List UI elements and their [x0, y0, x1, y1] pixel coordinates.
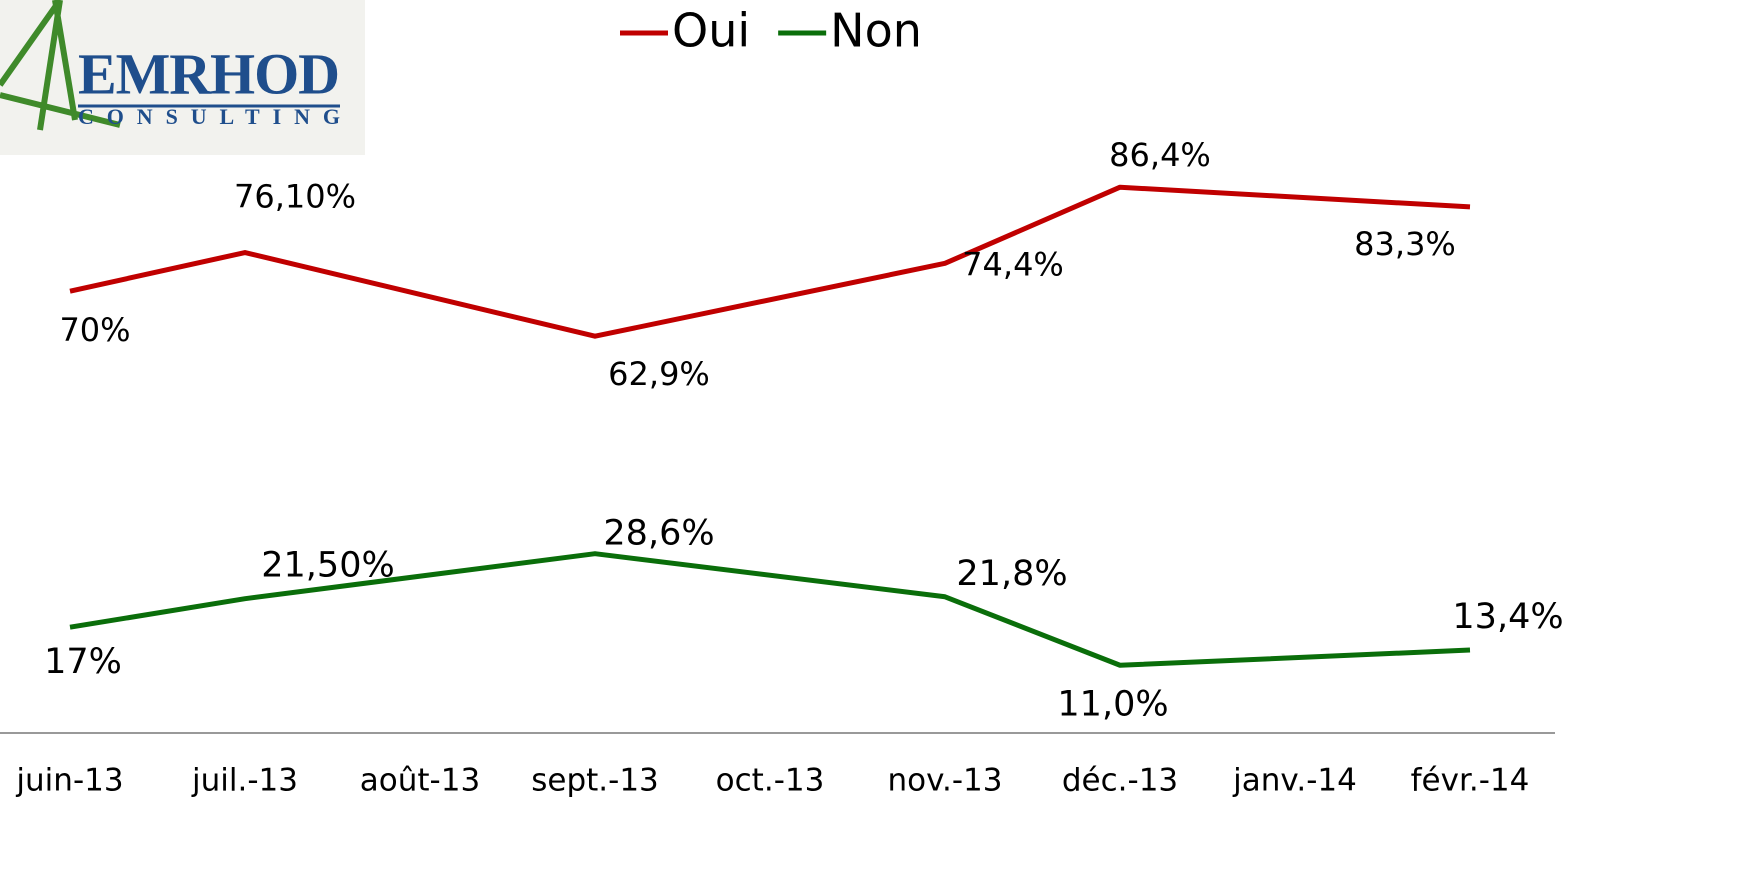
x-tick-label: déc.-13: [1062, 763, 1178, 799]
x-tick-label: juil.-13: [191, 763, 298, 799]
x-tick-label: juin-13: [15, 763, 123, 799]
x-tick-label: août-13: [360, 763, 480, 799]
logo-leaf: [0, 0, 121, 131]
x-tick-label: nov.-13: [887, 763, 1002, 799]
data-label: 28,6%: [603, 514, 714, 554]
legend-label: Oui: [672, 4, 750, 58]
data-label: 76,10%: [234, 178, 356, 216]
x-tick-label: sept.-13: [531, 763, 659, 799]
data-label: 86,4%: [1109, 136, 1211, 174]
series-line: [69, 184, 1471, 339]
data-label: 83,3%: [1354, 225, 1456, 263]
data-label: 74,4%: [962, 245, 1064, 283]
legend-label: Non: [830, 4, 922, 58]
data-label: 13,4%: [1452, 597, 1563, 637]
x-tick-label: janv.-14: [1232, 763, 1357, 799]
data-label: 17%: [44, 642, 122, 682]
data-label: 11,0%: [1057, 684, 1168, 724]
data-label: 21,50%: [261, 546, 394, 586]
x-tick-label: févr.-14: [1411, 763, 1530, 799]
data-label: 21,8%: [956, 554, 1067, 594]
x-tick-label: oct.-13: [716, 763, 825, 799]
series-line: [69, 551, 1471, 668]
logo-name: EMRHOD: [78, 41, 340, 106]
data-label: 62,9%: [608, 355, 710, 393]
data-label: 70%: [59, 311, 130, 349]
logo: EMRHOD CONSULTING: [0, 0, 365, 155]
